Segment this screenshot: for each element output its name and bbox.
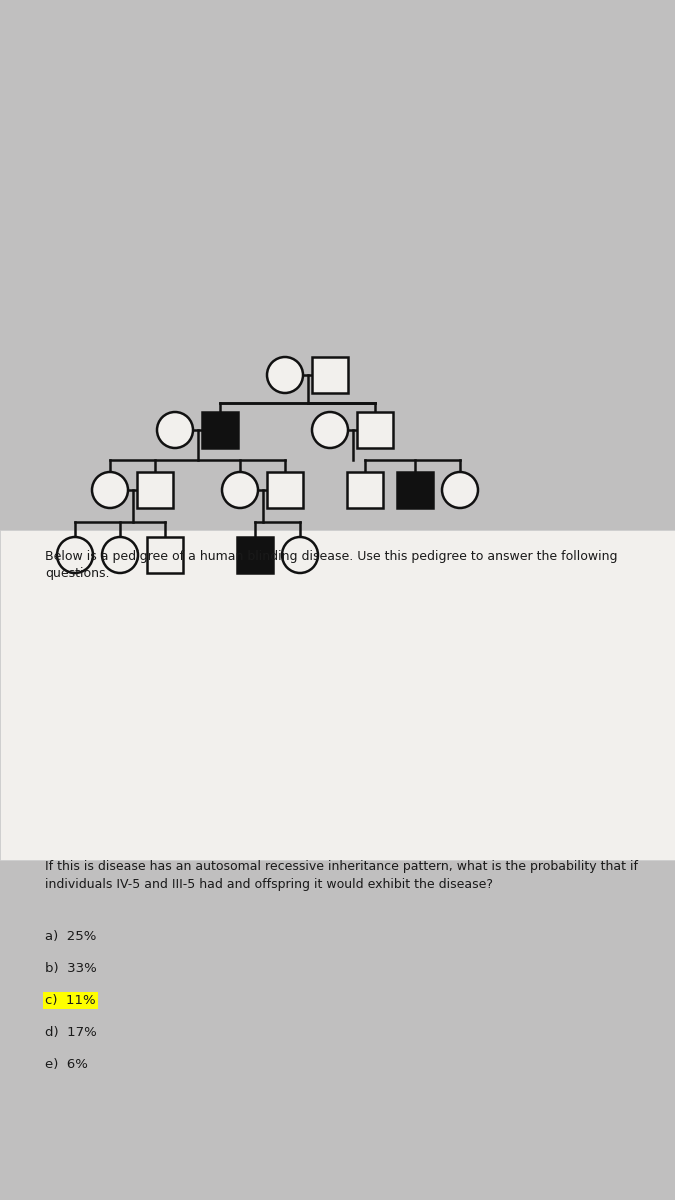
Text: a)  25%: a) 25% [45, 930, 97, 943]
Ellipse shape [282, 538, 318, 572]
Text: b)  33%: b) 33% [45, 962, 97, 974]
Ellipse shape [267, 358, 303, 392]
Ellipse shape [57, 538, 93, 572]
Ellipse shape [222, 472, 258, 508]
Bar [397, 472, 433, 508]
Bar [357, 412, 393, 448]
Text: e)  6%: e) 6% [45, 1058, 88, 1070]
Ellipse shape [442, 472, 478, 508]
Bar [147, 538, 183, 572]
Ellipse shape [92, 472, 128, 508]
Text: If this is disease has an autosomal recessive inheritance pattern, what is the p: If this is disease has an autosomal rece… [45, 860, 638, 890]
Ellipse shape [102, 538, 138, 572]
Bar [267, 472, 303, 508]
Bar [347, 472, 383, 508]
Text: d)  17%: d) 17% [45, 1026, 97, 1039]
Bar [312, 358, 348, 392]
Ellipse shape [312, 412, 348, 448]
Bar [202, 412, 238, 448]
Ellipse shape [157, 412, 193, 448]
Bar [137, 472, 173, 508]
Bar [237, 538, 273, 572]
Text: c)  11%: c) 11% [45, 994, 96, 1007]
Bar [0, 530, 675, 860]
Text: Below is a pedigree of a human blinding disease. Use this pedigree to answer the: Below is a pedigree of a human blinding … [45, 550, 618, 580]
